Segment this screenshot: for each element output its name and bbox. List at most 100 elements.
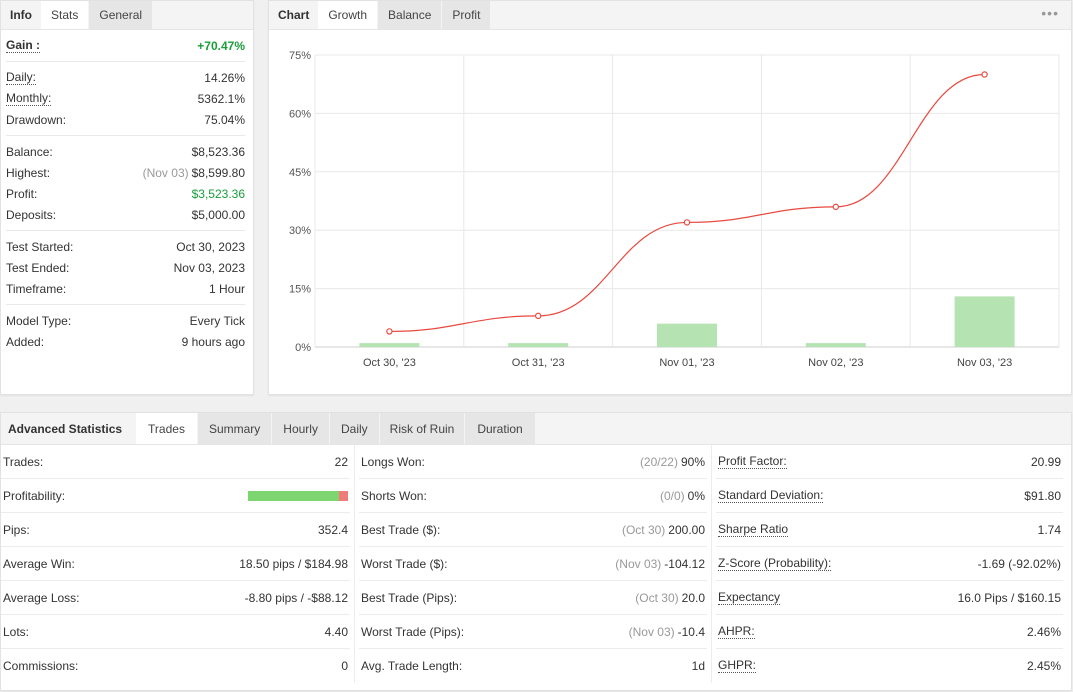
model-type-value: Every Tick (189, 313, 245, 328)
x-tick-label: Nov 01, '23 (659, 357, 714, 369)
profit-row: Profit: $3,523.36 (6, 183, 245, 204)
ahpr-row: AHPR: 2.46% (716, 615, 1063, 649)
avg-trade-length-value: 1d (691, 659, 705, 673)
tab-general[interactable]: General (89, 1, 154, 29)
tab-daily[interactable]: Daily (329, 413, 380, 444)
z-score-probability-row: Z-Score (Probability): -1.69 (-92.02%) (716, 547, 1063, 581)
test-ended-row: Test Ended: Nov 03, 2023 (6, 257, 245, 278)
y-tick-label: 45% (289, 167, 311, 179)
model-type-label: Model Type: (6, 313, 72, 328)
tab-summary[interactable]: Summary (197, 413, 273, 444)
advanced-statistics-panel: Advanced Statistics Trades Summary Hourl… (0, 412, 1072, 691)
model-type-row: Model Type: Every Tick (6, 310, 245, 331)
timeframe-row: Timeframe: 1 Hour (6, 278, 245, 299)
growth-bar (805, 343, 866, 347)
z-score-probability-value: -1.69 (-92.02%) (977, 556, 1061, 571)
pips-label: Pips: (3, 522, 30, 537)
daily-row: Daily: 14.26% (6, 67, 245, 88)
profit-factor-label[interactable]: Profit Factor: (718, 453, 787, 469)
trades-row: Trades: 22 (1, 445, 350, 479)
timeframe-value: 1 Hour (208, 281, 245, 296)
worst-trade-pips-value: -10.4 (677, 624, 705, 639)
test-started-value: Oct 30, 2023 (176, 239, 245, 254)
deposits-label: Deposits: (6, 207, 57, 222)
test-ended-value: Nov 03, 2023 (173, 260, 245, 275)
growth-bar (359, 343, 420, 347)
avg-trade-length-row: Avg. Trade Length: 1d (359, 649, 707, 683)
shorts-won-value: 0% (687, 488, 705, 503)
chart-panel: Chart Growth Balance Profit ••• 0% 15% 30%… (268, 0, 1072, 395)
sharpe-ratio-label[interactable]: Sharpe Ratio (718, 521, 789, 537)
best-trade-pips-note: (Oct 30) (635, 590, 679, 605)
balance-value: $8,523.36 (191, 144, 245, 159)
pips-row: Pips: 352.4 (1, 513, 350, 547)
tab-growth[interactable]: Growth (318, 1, 379, 29)
growth-bar (657, 323, 717, 347)
info-tabbar: Info Stats General (1, 1, 253, 30)
profitability-bar (248, 490, 348, 501)
trades-label: Trades: (3, 454, 44, 469)
y-tick-label: 0% (295, 342, 311, 354)
growth-bar (954, 296, 1015, 347)
growth-point (832, 203, 840, 211)
lots-value: 4.40 (324, 624, 348, 639)
deposits-value: $5,000.00 (191, 207, 245, 222)
growth-point (981, 71, 988, 78)
profit-value: $3,523.36 (191, 186, 245, 201)
growth-chart: 0% 15% 30% 45% 60% 75% Oct 30, '23 Oct 31, '23 N… (289, 50, 1060, 369)
tab-trades[interactable]: Trades (136, 413, 198, 444)
trades-column: Trades: 22 Profitability: Pips: 352.4 Average… (1, 445, 354, 683)
monthly-label[interactable]: Monthly: (6, 90, 52, 106)
drawdown-label: Drawdown: (6, 112, 67, 127)
gain-row: Gain : +70.47% (6, 30, 245, 61)
profit-factor-row: Profit Factor: 20.99 (716, 445, 1063, 479)
growth-point (386, 328, 393, 335)
sharpe-ratio-value: 1.74 (1037, 522, 1061, 537)
tab-duration[interactable]: Duration (465, 413, 536, 444)
best-trade-pips-row: Best Trade (Pips): (Oct 30) 20.0 (359, 581, 707, 615)
standard-deviation-label[interactable]: Standard Deviation: (718, 487, 824, 503)
tab-risk-of-ruin[interactable]: Risk of Ruin (379, 413, 466, 444)
longs-won-value: 90% (680, 454, 705, 469)
test-ended-label: Test Ended: (6, 260, 70, 275)
worst-trade-pips-note: (Nov 03) (628, 624, 675, 639)
more-options-icon[interactable]: ••• (1041, 5, 1059, 21)
tab-hourly[interactable]: Hourly (272, 413, 330, 444)
worst-trade-note: (Nov 03) (615, 556, 662, 571)
best-trade-note: (Oct 30) (621, 522, 666, 537)
ghpr-label[interactable]: GHPR: (718, 658, 757, 673)
deposits-row: Deposits: $5,000.00 (6, 204, 245, 225)
expectancy-label[interactable]: Expectancy (718, 589, 781, 605)
tab-stats[interactable]: Stats (41, 1, 90, 29)
worst-trade-pips-row: Worst Trade (Pips): (Nov 03) -10.4 (359, 615, 707, 649)
ahpr-label[interactable]: AHPR: (718, 623, 755, 639)
worst-trade-row: Worst Trade ($): (Nov 03) -104.12 (359, 547, 707, 581)
worst-trade-pips-label: Worst Trade (Pips): (361, 624, 465, 639)
lots-row: Lots: 4.40 (1, 615, 350, 649)
ratios-column: Profit Factor: 20.99 Standard Deviation: $9… (711, 445, 1069, 683)
tab-balance[interactable]: Balance (378, 1, 443, 29)
profitability-win-segment (248, 490, 339, 501)
x-tick-label: Oct 31, '23 (512, 357, 565, 369)
standard-deviation-value: $91.80 (1024, 488, 1061, 503)
worst-trade-value: -104.12 (664, 556, 705, 571)
ahpr-value: 2.46% (1026, 624, 1061, 639)
shorts-won-label: Shorts Won: (361, 488, 427, 503)
standard-deviation-row: Standard Deviation: $91.80 (716, 479, 1063, 513)
y-tick-label: 60% (289, 108, 311, 120)
tab-profit[interactable]: Profit (442, 1, 492, 29)
added-label: Added: (6, 334, 45, 349)
chart-panel-title: Chart (278, 8, 310, 22)
daily-value: 14.26% (204, 70, 245, 85)
y-tick-label: 75% (289, 50, 311, 62)
highest-label: Highest: (6, 165, 51, 180)
daily-label[interactable]: Daily: (6, 69, 37, 85)
avg-trade-length-label: Avg. Trade Length: (361, 659, 463, 673)
gain-label[interactable]: Gain : (6, 37, 41, 53)
best-trade-pips-value: 20.0 (681, 590, 705, 605)
average-win-value: 18.50 pips / $184.98 (239, 556, 348, 571)
z-score-probability-label[interactable]: Z-Score (Probability): (718, 555, 832, 571)
balance-row: Balance: $8,523.36 (6, 141, 245, 162)
ghpr-value: 2.45% (1026, 659, 1061, 673)
y-tick-label: 15% (289, 284, 311, 296)
